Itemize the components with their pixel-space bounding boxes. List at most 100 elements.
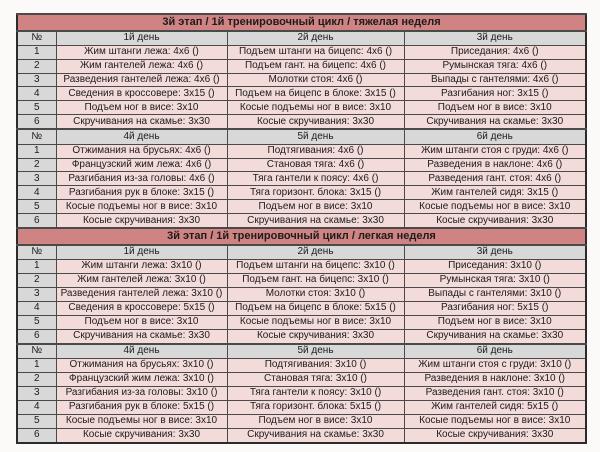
exercise-row: 5 Подъем ног в висе: 3х10 Косые подъемы но… — [16, 100, 587, 116]
exercise-cell: Разведения гантелей лежа: 4х6 () — [55, 72, 228, 88]
exercise-cell: Тяга горизонт. блока: 5х15 () — [226, 399, 405, 415]
exercise-row: 3 Разведения гантелей лежа: 3х10 () Молотк… — [16, 286, 587, 302]
exercise-cell: Сведения в кроссовере: 5х15 () — [55, 300, 228, 316]
exercise-row: 4 Сведения в кроссовере: 3х15 () Подъем на… — [16, 86, 587, 102]
day-header: 2й день — [226, 243, 405, 260]
section-title: 3й этап / 1й тренировочный цикл / легкая… — [16, 227, 587, 246]
exercise-cell: Подъем ног в висе: 3х10 — [403, 100, 587, 116]
row-number: 5 — [16, 199, 57, 215]
exercise-cell: Косые скручивания: 3х30 — [403, 213, 587, 229]
exercise-row: 2 Французский жим лежа: 3х10 () Становая т… — [16, 371, 587, 387]
exercise-cell: Приседания: 3х10 () — [403, 259, 587, 274]
section-title-row: 3й этап / 1й тренировочный цикл / тяжела… — [16, 13, 587, 31]
training-table-body: 3й этап / 1й тренировочный цикл / тяжела… — [16, 13, 587, 444]
exercise-row: 5 Подъем ног в висе: 3х10 Косые подъемы но… — [16, 314, 587, 330]
exercise-cell: Скручивания на скамье: 3х30 — [55, 328, 228, 345]
exercise-row: 5 Косые подъемы ног в висе: 3х10 Подъем но… — [16, 413, 587, 429]
exercise-cell: Разгибания ног: 5х15 () — [403, 300, 587, 316]
exercise-cell: Подтягивания: 3х10 () — [226, 357, 405, 373]
day-header-row: № 4й день 5й день 6й день — [16, 342, 587, 359]
exercise-row: 5 Косые подъемы ног в висе: 3х10 Подъем но… — [16, 199, 587, 215]
row-number: 5 — [16, 100, 57, 116]
exercise-cell: Косые подъемы ног в висе: 3х10 — [403, 199, 587, 215]
exercise-cell: Сведения в кроссовере: 3х15 () — [55, 86, 228, 102]
exercise-cell: Тяга горизонт. блока: 3х15 () — [226, 185, 405, 201]
row-number: 3 — [16, 286, 57, 302]
exercise-cell: Косые подъемы ног в висе: 3х10 — [226, 100, 405, 116]
exercise-cell: Косые скручивания: 3х30 — [226, 114, 405, 130]
exercise-cell: Разведения в наклоне: 3х10 () — [403, 371, 587, 387]
exercise-row: 4 Сведения в кроссовере: 5х15 () Подъем на… — [16, 300, 587, 316]
exercise-cell: Подъем штанги на бицепс: 4х6 () — [226, 44, 405, 60]
row-number: 3 — [16, 171, 57, 187]
day-header: 3й день — [403, 29, 587, 46]
exercise-cell: Становая тяга: 3х10 () — [226, 371, 405, 387]
exercise-cell: Косые подъемы ног в висе: 3х10 — [226, 314, 405, 330]
row-number: 2 — [16, 272, 57, 288]
num-column-header: № — [16, 342, 57, 359]
exercise-row: 2 Французский жим лежа: 4х6 () Становая тя… — [16, 157, 587, 173]
day-header: 5й день — [226, 342, 405, 359]
exercise-cell: Косые скручивания: 3х30 — [55, 213, 228, 229]
exercise-row: 3 Разгибания из-за головы: 4х6 () Тяга ган… — [16, 171, 587, 187]
exercise-cell: Жим штанги лежа: 3х10 () — [55, 259, 228, 274]
exercise-row: 4 Разгибания рук в блоке: 5х15 () Тяга гор… — [16, 399, 587, 415]
exercise-cell: Разведения в наклоне: 4х6 () — [403, 157, 587, 173]
day-header: 4й день — [55, 342, 228, 359]
exercise-row: 4 Разгибания рук в блоке: 3х15 () Тяга гор… — [16, 185, 587, 201]
exercise-cell: Косые скручивания: 3х30 — [226, 328, 405, 345]
exercise-cell: Тяга гантели к поясу: 4х6 () — [226, 171, 405, 187]
exercise-cell: Жим штанги лежа: 4х6 () — [55, 44, 228, 60]
exercise-cell: Скручивания на скамье: 3х30 — [226, 427, 405, 444]
exercise-row: 2 Жим гантелей лежа: 4х6 () Подъем гант. н… — [16, 58, 587, 74]
exercise-cell: Косые подъемы ног в висе: 3х10 — [55, 199, 228, 215]
exercise-cell: Приседания: 4х6 () — [403, 44, 587, 60]
exercise-cell: Подъем на бицепс в блоке: 5х15 () — [226, 300, 405, 316]
exercise-cell: Разведения гантелей лежа: 3х10 () — [55, 286, 228, 302]
exercise-cell: Подъем ног в висе: 3х10 — [55, 314, 228, 330]
exercise-cell: Разгибания из-за головы: 3х10 () — [55, 385, 228, 401]
exercise-cell: Подъем на бицепс в блоке: 3х15 () — [226, 86, 405, 102]
exercise-cell: Молотки стоя: 4х6 () — [226, 72, 405, 88]
exercise-cell: Подтягивания: 4х6 () — [226, 143, 405, 159]
exercise-cell: Отжимания на брусьях: 3х10 () — [55, 357, 228, 373]
exercise-row: 3 Разведения гантелей лежа: 4х6 () Молотки… — [16, 72, 587, 88]
num-column-header: № — [16, 243, 57, 260]
row-number: 3 — [16, 72, 57, 88]
day-header-row: № 1й день 2й день 3й день — [16, 243, 587, 260]
exercise-cell: Выпады с гантелями: 4х6 () — [403, 72, 587, 88]
training-table: 3й этап / 1й тренировочный цикл / тяжела… — [16, 13, 587, 444]
exercise-cell: Жим гантелей лежа: 4х6 () — [55, 58, 228, 74]
exercise-cell: Жим гантелей сидя: 3х15 () — [403, 185, 587, 201]
section-title: 3й этап / 1й тренировочный цикл / тяжела… — [16, 13, 587, 31]
day-header-row: № 4й день 5й день 6й день — [16, 128, 587, 145]
exercise-cell: Подъем гант. на бицепс: 4х6 () — [226, 58, 405, 74]
exercise-cell: Скручивания на скамье: 3х30 — [403, 114, 587, 130]
exercise-row: 6 Косые скручивания: 3х30 Скручивания на с… — [16, 427, 587, 444]
exercise-cell: Французский жим лежа: 4х6 () — [55, 157, 228, 173]
day-header: 3й день — [403, 243, 587, 260]
row-number: 2 — [16, 371, 57, 387]
exercise-cell: Румынская тяга: 4х6 () — [403, 58, 587, 74]
exercise-row: 6 Косые скручивания: 3х30 Скручивания на с… — [16, 213, 587, 229]
row-number: 2 — [16, 157, 57, 173]
exercise-cell: Разгибания из-за головы: 4х6 () — [55, 171, 228, 187]
exercise-cell: Разгибания рук в блоке: 3х15 () — [55, 185, 228, 201]
exercise-cell: Разгибания рук в блоке: 5х15 () — [55, 399, 228, 415]
exercise-cell: Подъем ног в висе: 3х10 — [55, 100, 228, 116]
row-number: 1 — [16, 357, 57, 373]
exercise-cell: Косые скручивания: 3х30 — [55, 427, 228, 444]
exercise-cell: Подъем ног в висе: 3х10 — [226, 199, 405, 215]
exercise-cell: Разгибания ног: 3х15 () — [403, 86, 587, 102]
row-number: 1 — [16, 143, 57, 159]
row-number: 1 — [16, 259, 57, 274]
exercise-row: 1 Жим штанги лежа: 3х10 () Подъем штанги н… — [16, 259, 587, 274]
row-number: 5 — [16, 314, 57, 330]
exercise-cell: Косые подъемы ног в висе: 3х10 — [55, 413, 228, 429]
exercise-cell: Молотки стоя: 3х10 () — [226, 286, 405, 302]
num-column-header: № — [16, 128, 57, 145]
exercise-cell: Отжимания на брусьях: 4х6 () — [55, 143, 228, 159]
exercise-cell: Скручивания на скамье: 3х30 — [55, 114, 228, 130]
exercise-cell: Косые скручивания: 3х30 — [403, 427, 587, 444]
exercise-cell: Румынская тяга: 3х10 () — [403, 272, 587, 288]
